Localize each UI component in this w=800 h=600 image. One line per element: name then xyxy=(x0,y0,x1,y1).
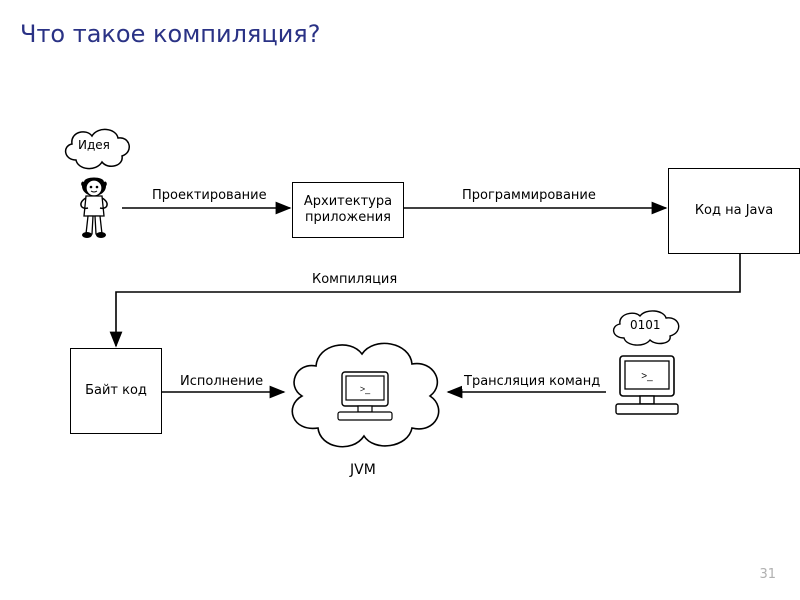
slide: Что такое компиляция? Идея Архитектура xyxy=(0,0,800,600)
edge-label-design: Проектирование xyxy=(150,188,269,203)
edge-label-execution: Исполнение xyxy=(178,374,265,389)
edge-label-compilation: Компиляция xyxy=(310,272,399,287)
edge-label-programming: Программирование xyxy=(460,188,598,203)
arrows-layer xyxy=(0,0,800,600)
edge-label-translation: Трансляция команд xyxy=(462,374,602,389)
page-number: 31 xyxy=(759,567,776,582)
